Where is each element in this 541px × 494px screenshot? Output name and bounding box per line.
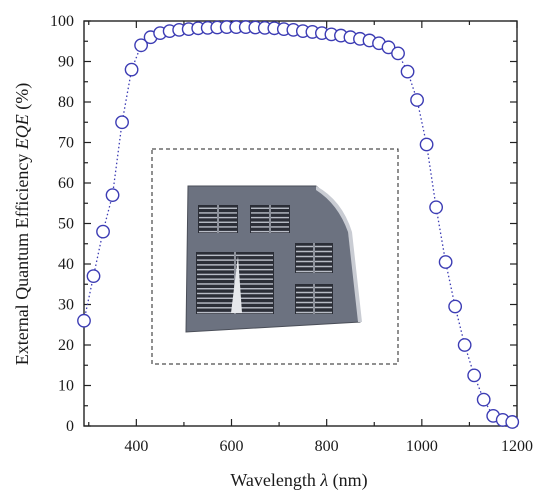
- x-tick-label: 1000: [406, 438, 438, 455]
- y-tick-label: 100: [50, 13, 74, 30]
- y-tick-label: 10: [58, 378, 74, 395]
- data-point: [124, 62, 139, 77]
- data-point: [400, 64, 415, 79]
- data-point: [96, 224, 110, 239]
- y-axis-title: External Quantum Efficiency EQE (%): [12, 83, 33, 366]
- data-point: [467, 368, 482, 383]
- data-point: [77, 313, 91, 328]
- contact-cell-1: [198, 205, 238, 233]
- device-edge-highlight: [316, 186, 362, 322]
- y-tick-label: 40: [58, 256, 74, 273]
- y-tick-label: 50: [58, 216, 74, 233]
- data-point: [476, 392, 491, 407]
- data-point: [419, 137, 434, 152]
- x-tick-label: 800: [315, 438, 339, 455]
- y-tick-label: 80: [58, 94, 74, 111]
- y-tick-label: 70: [58, 135, 74, 152]
- inset-photo: [151, 148, 399, 365]
- bus-bar: [217, 205, 219, 233]
- y-tick-label: 20: [58, 337, 74, 354]
- y-tick-label: 60: [58, 175, 74, 192]
- data-point: [505, 415, 520, 429]
- contact-cell-4: [295, 284, 333, 314]
- data-point: [410, 93, 424, 107]
- data-point: [391, 46, 405, 61]
- contact-cell-2: [250, 205, 290, 233]
- data-point: [448, 299, 463, 314]
- y-tick-label: 30: [58, 297, 74, 314]
- eqe-series: [77, 20, 520, 429]
- bus-bar: [313, 243, 315, 273]
- x-tick-label: 600: [220, 438, 244, 455]
- data-point: [105, 188, 120, 203]
- data-point: [381, 40, 396, 55]
- bus-bar: [313, 284, 315, 314]
- data-point: [115, 115, 129, 130]
- inset-frame: [151, 148, 399, 365]
- x-tick-label: 1200: [501, 438, 533, 455]
- contact-cell-3: [295, 243, 333, 273]
- y-tick-label: 0: [66, 418, 74, 435]
- data-point: [86, 269, 101, 284]
- axes: 0 10 20 30 40 50 60 70 80 90 100 400 600 800 1000 1200: [50, 13, 533, 455]
- bus-bar: [269, 205, 271, 233]
- y-tick-label: 90: [58, 54, 74, 71]
- data-point: [457, 338, 472, 352]
- x-axis-title: Wavelength λ (nm): [230, 470, 367, 491]
- probe-reflection: [231, 256, 242, 313]
- data-point: [438, 255, 453, 269]
- data-point: [429, 200, 444, 215]
- data-point: [134, 38, 148, 53]
- x-tick-label: 400: [124, 438, 148, 455]
